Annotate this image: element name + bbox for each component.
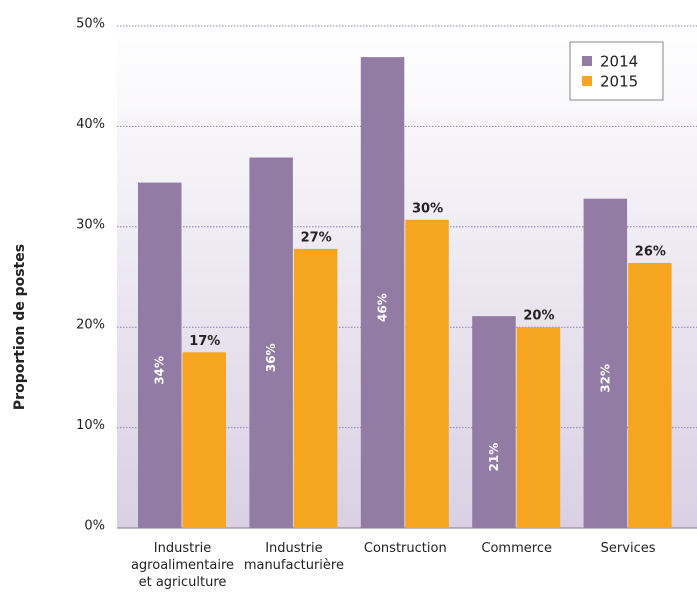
x-tick-label: Services	[600, 541, 656, 556]
bar	[516, 327, 561, 528]
bar	[583, 198, 628, 529]
bar	[293, 248, 338, 528]
y-tick-label: 50%	[76, 17, 105, 32]
y-tick-label: 20%	[76, 318, 105, 333]
y-tick-label: 40%	[76, 117, 105, 132]
bar	[182, 352, 226, 528]
x-tick-label: Commerce	[481, 541, 552, 556]
legend-label: 2014	[600, 53, 638, 71]
value-label: 36%	[264, 343, 278, 372]
bar	[628, 262, 672, 528]
legend-swatch	[582, 76, 592, 86]
y-tick-label: 0%	[84, 519, 105, 534]
y-axis-title: Proportion de postes	[12, 244, 28, 410]
value-label: 26%	[635, 244, 666, 259]
value-label: 34%	[153, 356, 167, 385]
x-tick-label: Construction	[363, 541, 447, 556]
bar	[405, 219, 449, 528]
bar	[472, 316, 516, 528]
bar	[360, 57, 405, 529]
legend-box	[569, 41, 664, 101]
value-label: 17%	[189, 334, 220, 349]
value-label: 46%	[376, 293, 390, 322]
value-label: 27%	[301, 230, 332, 245]
x-tick-label: Industrie agroalimentaire et agriculture	[130, 541, 235, 590]
value-label: 30%	[412, 201, 443, 216]
legend-label: 2015	[600, 73, 638, 91]
value-label: 21%	[487, 443, 501, 472]
y-tick-label: 30%	[76, 217, 105, 232]
legend-swatch	[582, 56, 592, 66]
y-tick-label: 10%	[76, 418, 105, 433]
bar	[138, 182, 182, 528]
bar	[249, 157, 293, 529]
value-label: 32%	[598, 364, 612, 393]
x-tick-label: Industrie manufacturière	[243, 541, 344, 573]
value-label: 20%	[523, 309, 554, 324]
